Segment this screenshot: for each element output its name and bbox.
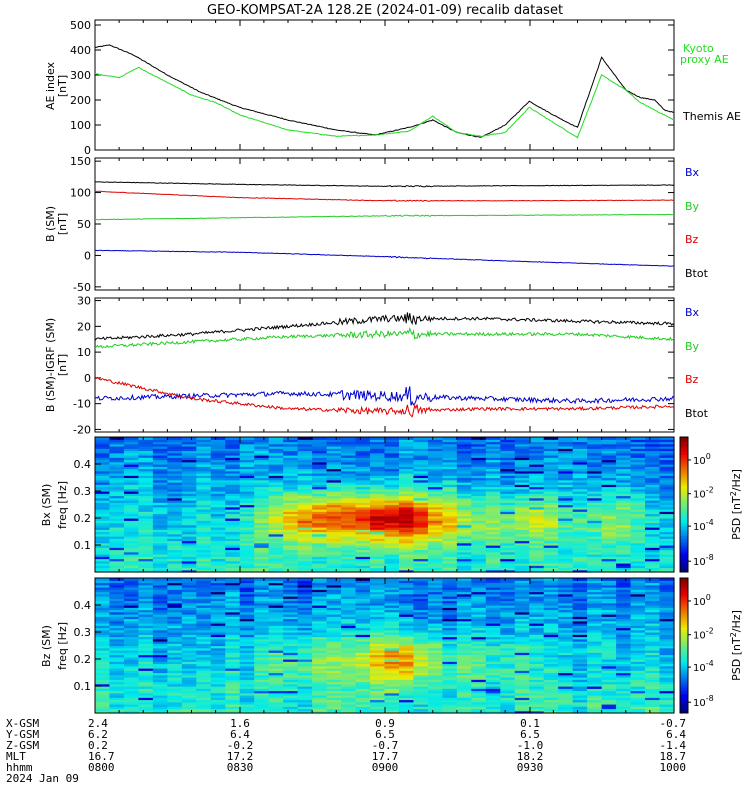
spec-bz-panel: 0.10.20.30.4 Bz (SM) freq [Hz] 10010-210…	[40, 578, 743, 714]
dbb-legend-by: By	[685, 340, 700, 353]
spec-bz-tick-label: 0.3	[74, 626, 92, 639]
dbb-tick-label: 20	[77, 320, 91, 333]
spec-bx-tick-label: 0.3	[74, 485, 92, 498]
dbb-tick-label: 10	[77, 346, 91, 359]
spec-bx-panel: 0.10.20.30.4 Bx (SM) freq [Hz] 10010-210…	[40, 437, 743, 573]
spec-bx-heatmap	[95, 437, 675, 573]
dbb-tick-label: -10	[73, 398, 91, 411]
dbb-tick-label: 0	[84, 372, 91, 385]
b-tick-label: -50	[73, 281, 91, 294]
figure-title: GEO-KOMPSAT-2A 128.2E (2024-01-09) recal…	[207, 3, 563, 18]
spec-bx-yunit: freq [Hz]	[56, 481, 69, 529]
ae-tick-label: 500	[70, 19, 91, 32]
ae-tick-label: 300	[70, 69, 91, 82]
spec-bz-ylabel: Bz (SM)	[40, 625, 53, 667]
spec-bx-ylabel: Bx (SM)	[40, 484, 53, 527]
dbb-legend-bz: Bz	[685, 373, 699, 386]
dbb-tick-label: 30	[77, 295, 91, 308]
b-tick-label: 100	[70, 187, 91, 200]
spec-bx-colorbar-label: PSD [nT2/Hz]	[729, 469, 743, 540]
b-legend-bx: Bx	[685, 166, 700, 179]
dbb-legend-btot: Btot	[685, 407, 709, 420]
dbb-tick-label: -20	[73, 423, 91, 436]
spec-bz-yunit: freq [Hz]	[56, 622, 69, 670]
spec-bx-tick-label: 0.1	[74, 539, 92, 552]
dbb-legend-bx: Bx	[685, 306, 700, 319]
ae-tick-label: 100	[70, 119, 91, 132]
b-tick-label: 0	[84, 249, 91, 262]
b-legend-by: By	[685, 200, 700, 213]
ae-tick-label: 400	[70, 44, 91, 57]
ae-yunit: [nT]	[56, 75, 69, 97]
b-legend-bz: Bz	[685, 233, 699, 246]
ae-legend-proxy: proxy AE	[680, 53, 729, 66]
spec-bz-tick-label: 0.4	[74, 599, 92, 612]
ae-legend-themis: Themis AE	[682, 110, 741, 123]
spec-bz-heatmap	[95, 578, 675, 714]
spec-bx-tick-label: 0.2	[74, 512, 92, 525]
ae-tick-label: 200	[70, 94, 91, 107]
dbb-yunit: [nT]	[56, 354, 69, 376]
b-yunit: [nT]	[56, 213, 69, 235]
b-tick-label: 150	[70, 155, 91, 168]
spec-bz-tick-label: 0.2	[74, 653, 92, 666]
spec-bz-tick-label: 0.1	[74, 680, 92, 693]
spec-bx-tick-label: 0.4	[74, 458, 92, 471]
b-legend-btot: Btot	[685, 267, 709, 280]
b-tick-label: 50	[77, 218, 91, 231]
